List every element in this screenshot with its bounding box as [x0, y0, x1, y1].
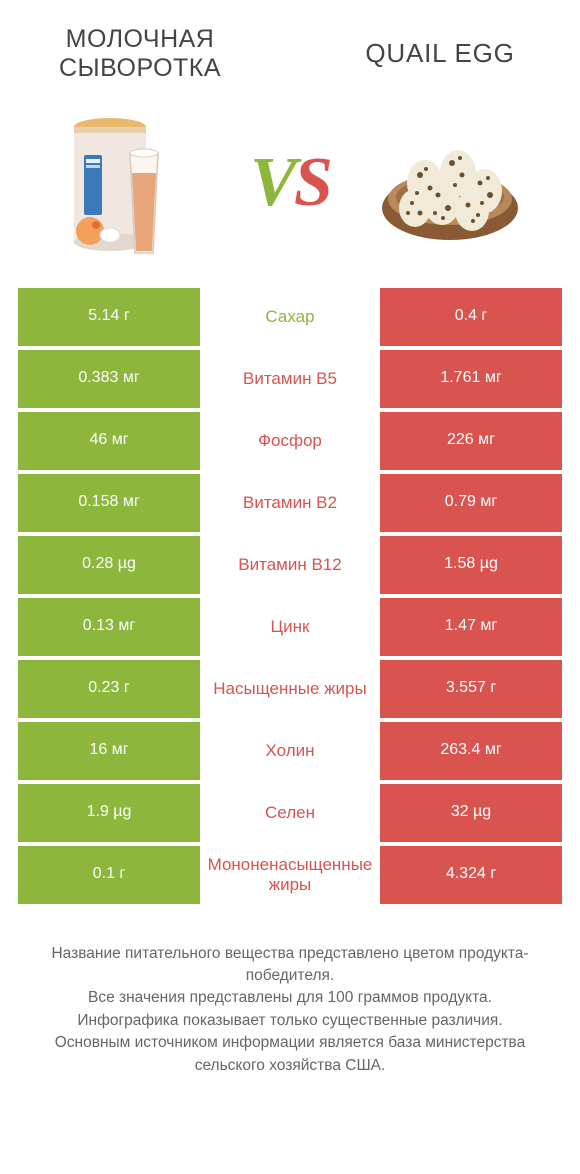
value-right: 1.47 мг: [380, 598, 562, 656]
vs-label: VS: [250, 143, 330, 223]
footer-line-3: Инфографика показывает только существенн…: [25, 1010, 555, 1032]
nutrient-label: Витамин B2: [200, 474, 380, 532]
table-row: 0.23 гНасыщенные жиры3.557 г: [18, 660, 562, 718]
value-left: 0.1 г: [18, 846, 200, 904]
nutrient-label: Фосфор: [200, 412, 380, 470]
table-row: 0.28 µgВитамин B121.58 µg: [18, 536, 562, 594]
value-right: 32 µg: [380, 784, 562, 842]
table-row: 0.1 гМононенасыщенные жиры4.324 г: [18, 846, 562, 904]
footer-line-4: Основным источником информации является …: [25, 1032, 555, 1077]
nutrient-label: Мононенасыщенные жиры: [200, 846, 380, 904]
table-row: 5.14 гСахар0.4 г: [18, 288, 562, 346]
footer-line-2: Все значения представлены для 100 граммо…: [25, 987, 555, 1009]
value-right: 1.58 µg: [380, 536, 562, 594]
quail-image: [370, 103, 530, 263]
table-row: 0.13 мгЦинк1.47 мг: [18, 598, 562, 656]
nutrient-label: Насыщенные жиры: [200, 660, 380, 718]
value-right: 226 мг: [380, 412, 562, 470]
value-left: 0.158 мг: [18, 474, 200, 532]
nutrient-table: 5.14 гСахар0.4 г0.383 мгВитамин B51.761 …: [0, 288, 580, 904]
value-left: 0.28 µg: [18, 536, 200, 594]
table-row: 0.158 мгВитамин B20.79 мг: [18, 474, 562, 532]
table-row: 1.9 µgСелен32 µg: [18, 784, 562, 842]
hero-row: VS: [0, 93, 580, 288]
vs-s: S: [294, 144, 330, 221]
value-right: 3.557 г: [380, 660, 562, 718]
nutrient-label: Витамин B5: [200, 350, 380, 408]
value-right: 0.4 г: [380, 288, 562, 346]
value-left: 0.23 г: [18, 660, 200, 718]
value-right: 263.4 мг: [380, 722, 562, 780]
value-left: 0.13 мг: [18, 598, 200, 656]
value-right: 1.761 мг: [380, 350, 562, 408]
title-right: QUAIL EGG: [330, 38, 550, 69]
whey-image: [50, 103, 210, 263]
value-right: 0.79 мг: [380, 474, 562, 532]
nutrient-label: Цинк: [200, 598, 380, 656]
footer-notes: Название питательного вещества представл…: [0, 908, 580, 1078]
value-right: 4.324 г: [380, 846, 562, 904]
table-row: 16 мгХолин263.4 мг: [18, 722, 562, 780]
value-left: 1.9 µg: [18, 784, 200, 842]
value-left: 0.383 мг: [18, 350, 200, 408]
nutrient-label: Сахар: [200, 288, 380, 346]
nutrient-label: Витамин B12: [200, 536, 380, 594]
value-left: 46 мг: [18, 412, 200, 470]
footer-line-1: Название питательного вещества представл…: [25, 943, 555, 988]
value-left: 16 мг: [18, 722, 200, 780]
title-left: МОЛОЧНАЯ СЫВОРОТКА: [30, 25, 250, 83]
table-row: 46 мгФосфор226 мг: [18, 412, 562, 470]
nutrient-label: Селен: [200, 784, 380, 842]
titles-row: МОЛОЧНАЯ СЫВОРОТКА QUAIL EGG: [0, 0, 580, 93]
table-row: 0.383 мгВитамин B51.761 мг: [18, 350, 562, 408]
vs-v: V: [250, 144, 294, 221]
nutrient-label: Холин: [200, 722, 380, 780]
value-left: 5.14 г: [18, 288, 200, 346]
